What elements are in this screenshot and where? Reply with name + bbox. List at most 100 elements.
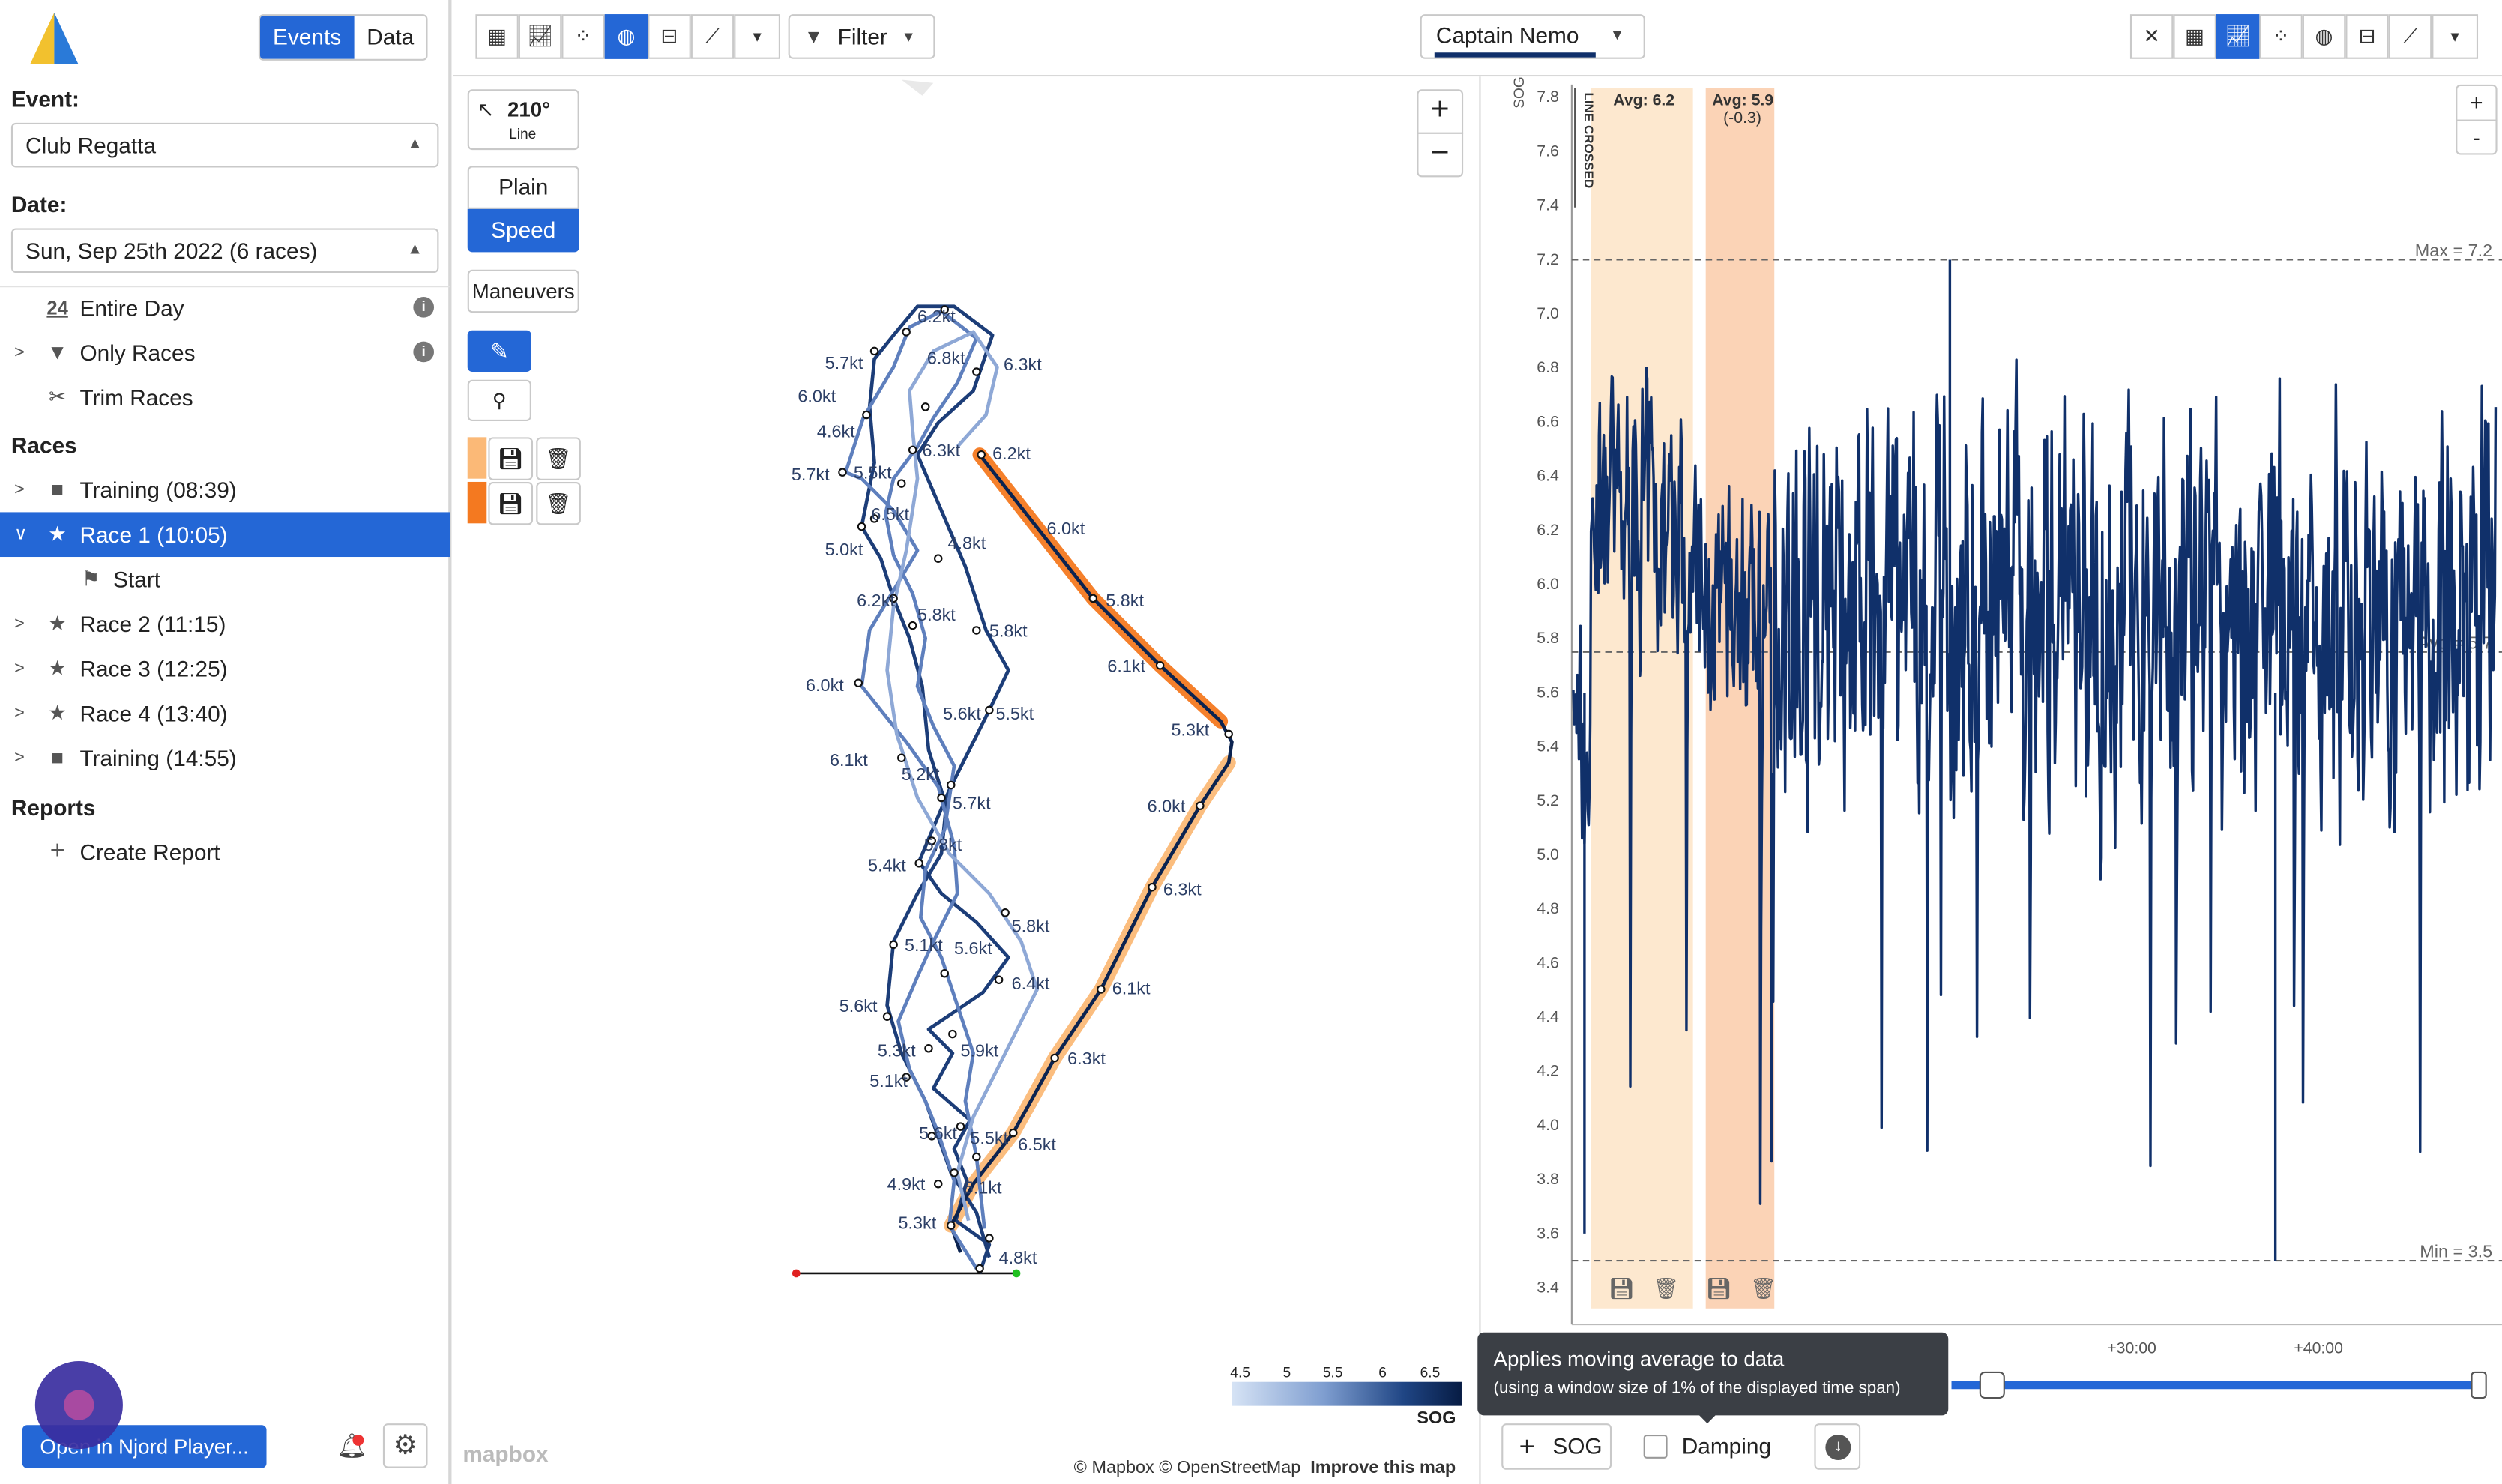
range-track-peach (944, 755, 1236, 1233)
filter-icon: ▼ (804, 25, 824, 48)
improve-map-link[interactable]: Improve this map (1310, 1458, 1456, 1478)
y-tick-label: 3.4 (1537, 1278, 1559, 1296)
create-report-item[interactable]: + Create Report (0, 830, 450, 875)
add-sog-button[interactable]: + SOG (1501, 1423, 1612, 1470)
maneuvers-button[interactable]: Maneuvers (467, 269, 579, 313)
speed-label: 5.3kt (878, 1040, 916, 1060)
tooltip-arrow (1695, 1412, 1719, 1424)
globe-icon[interactable]: ◍ (604, 14, 648, 59)
zoom-out-button[interactable]: − (1417, 132, 1464, 178)
close-icon[interactable]: ✕ (2129, 14, 2174, 59)
line-chart-icon[interactable]: 📈︎ (2216, 14, 2260, 59)
speed-label: 5.8kt (1012, 916, 1050, 935)
wind-direction-box[interactable]: ↖ 210° Line (467, 89, 579, 151)
chevron-right-icon[interactable]: > (14, 614, 25, 634)
tab-data[interactable]: Data (367, 23, 415, 49)
assistant-bubble[interactable] (34, 1361, 123, 1450)
track-waypoint (972, 1152, 981, 1162)
scatter-chart-icon[interactable]: ⁘ (561, 14, 605, 59)
polar-icon[interactable]: ⟋ (2388, 14, 2432, 59)
star-icon: ★ (48, 656, 67, 680)
speed-label: 6.1kt (1112, 978, 1151, 998)
damping-checkbox[interactable] (1643, 1434, 1668, 1459)
gear-icon[interactable]: ⚙ (382, 1423, 428, 1468)
chevron-right-icon[interactable]: > (14, 659, 25, 678)
line-chart-icon[interactable]: 📈︎ (518, 14, 562, 59)
chevron-down-icon[interactable]: ▼ (734, 14, 780, 59)
save-icon[interactable]: 💾︎ (488, 437, 534, 480)
track-waypoint (948, 1029, 957, 1039)
scatter-chart-icon[interactable]: ⁘ (2259, 14, 2303, 59)
tab-events[interactable]: Events (260, 16, 355, 59)
tree-item-entire-day[interactable]: 24 Entire Day i (0, 286, 450, 331)
tree-item-race[interactable]: > ★ Race 2 (11:15) (0, 602, 450, 647)
track-waypoint (1155, 661, 1165, 670)
chart-panel[interactable]: Avg: 6.2 Avg: 5.9 (-0.3) 💾︎ 🗑︎ 💾︎ 🗑︎ 7.8 7.6 7.4 7… (1479, 76, 2502, 1484)
info-icon[interactable]: i (413, 296, 435, 318)
tree-item-race[interactable]: > ■ Training (08:39) (0, 468, 450, 513)
mode-plain-button[interactable]: Plain (467, 166, 579, 209)
track-waypoint (882, 1012, 892, 1021)
speed-label: 5.9kt (961, 1040, 999, 1060)
speed-label: 5.7kt (953, 793, 991, 812)
map-canvas[interactable]: 6.2kt 6.8kt 6.3kt 5.7kt 6.0kt 4.6kt 6.3kt 6.2kt… (453, 76, 1480, 1484)
track-waypoint (933, 1179, 943, 1189)
date-select[interactable]: Sun, Sep 25th 2022 (6 races) ▲ (10, 228, 439, 274)
chevron-right-icon[interactable]: > (14, 343, 25, 363)
chevron-down-icon[interactable]: ▼ (2432, 14, 2479, 59)
start-pin-green (1012, 1269, 1021, 1278)
track-waypoint (1224, 729, 1233, 739)
app-logo[interactable] (27, 13, 81, 67)
chart-zoom-out-button[interactable]: - (2456, 119, 2498, 155)
reports-heading: Reports (10, 794, 96, 821)
zoom-in-button[interactable]: + (1417, 89, 1464, 134)
tree-item-race-selected[interactable]: ∨ ★ Race 1 (10:05) (0, 512, 450, 558)
track-waypoint (1088, 594, 1097, 603)
marker-tool-icon[interactable]: ⚲ (467, 379, 531, 422)
globe-icon[interactable]: ◍ (2302, 14, 2346, 59)
draw-tool-icon[interactable]: ✎ (467, 330, 531, 372)
mapbox-logo[interactable]: mapbox (462, 1441, 549, 1467)
filter-button[interactable]: ▼ Filter ▼ (788, 14, 935, 59)
info-icon[interactable]: i (413, 341, 435, 363)
polar-icon[interactable]: ⟋ (690, 14, 735, 59)
download-button[interactable]: ↓ (1814, 1423, 1861, 1470)
track-waypoint (914, 859, 923, 868)
compare-icon[interactable]: ⊟ (648, 14, 691, 59)
trash-icon[interactable]: 🗑︎ (536, 437, 581, 480)
compare-icon[interactable]: ⊟ (2345, 14, 2389, 59)
chevron-right-icon[interactable]: > (14, 748, 25, 768)
table-view-icon[interactable]: ▦ (2173, 14, 2216, 59)
speed-label: 5.2kt (902, 764, 940, 784)
map-panel[interactable]: 6.2kt 6.8kt 6.3kt 5.7kt 6.0kt 4.6kt 6.3kt 6.2kt… (453, 76, 1480, 1484)
table-view-icon[interactable]: ▦ (475, 14, 519, 59)
tree-item-race[interactable]: > ■ Training (14:55) (0, 735, 450, 780)
bell-icon[interactable]: 🔔︎ (337, 1432, 367, 1461)
tree-item-race[interactable]: > ★ Race 3 (12:25) (0, 646, 450, 691)
event-select[interactable]: Club Regatta ▲ (10, 122, 439, 168)
y-tick-label: 6.0 (1537, 575, 1559, 593)
track-waypoint (908, 445, 917, 455)
tree-item-trim-races[interactable]: ✂ Trim Races (0, 375, 450, 420)
tree-item-only-races[interactable]: > ▼ Only Races i (0, 331, 450, 375)
speed-label: 6.2kt (917, 307, 956, 326)
track-waypoint (902, 328, 911, 337)
scissors-icon: ✂ (49, 384, 67, 409)
range-color-swatch (467, 481, 487, 524)
chevron-right-icon[interactable]: > (14, 480, 25, 500)
tree-item-race[interactable]: > ★ Race 4 (13:40) (0, 691, 450, 736)
chart-zoom-in-button[interactable]: + (2456, 84, 2498, 121)
y-tick-label: 5.6 (1537, 683, 1559, 701)
track-waypoint (854, 678, 863, 687)
map-feature (901, 79, 934, 96)
trash-icon[interactable]: 🗑︎ (536, 481, 581, 525)
chevron-right-icon[interactable]: > (14, 703, 25, 723)
boat-select[interactable]: Captain Nemo ▼ (1420, 14, 1645, 59)
tree-item-start[interactable]: ⚑ Start (0, 557, 450, 602)
open-njord-player-button[interactable]: Open in Njord Player... (22, 1425, 267, 1468)
speed-label: 5.6kt (943, 704, 981, 723)
mode-speed-button[interactable]: Speed (467, 208, 579, 253)
sog-line-chart[interactable]: Avg: 6.2 Avg: 5.9(-0.3) 💾︎ 🗑︎ 💾︎ 🗑︎ 7.8 7.6 7.4 7… (1481, 76, 2502, 1484)
chevron-down-icon[interactable]: ∨ (14, 525, 28, 544)
save-icon[interactable]: 💾︎ (488, 481, 534, 525)
